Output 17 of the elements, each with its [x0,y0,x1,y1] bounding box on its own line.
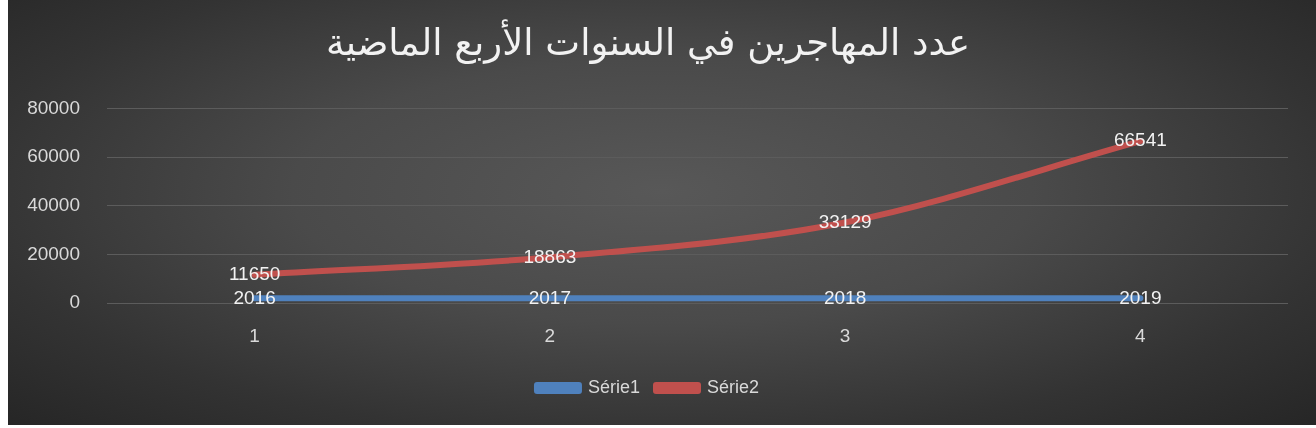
chart-title: عدد المهاجرين في السنوات الأربع الماضية [325,18,971,64]
data-label: 33129 [818,210,872,232]
y-tick-label: 20000 [27,242,80,264]
y-tick-label: 60000 [27,145,80,167]
legend-label: Série1 [587,376,640,397]
data-label: 66541 [1113,129,1167,151]
y-tick-label: 40000 [27,194,80,216]
data-label: 11650 [228,263,281,285]
y-tick-label: 0 [69,291,80,313]
legend-label: Série2 [707,376,760,397]
x-tick-label: 1 [249,324,260,346]
x-tick-label: 4 [1135,324,1147,346]
y-tick-label: 80000 [27,96,80,118]
x-tick-label: 2 [544,324,556,346]
x-tick-label: 3 [839,324,851,346]
data-label: 2019 [1119,286,1162,308]
data-label: 2016 [233,286,276,308]
